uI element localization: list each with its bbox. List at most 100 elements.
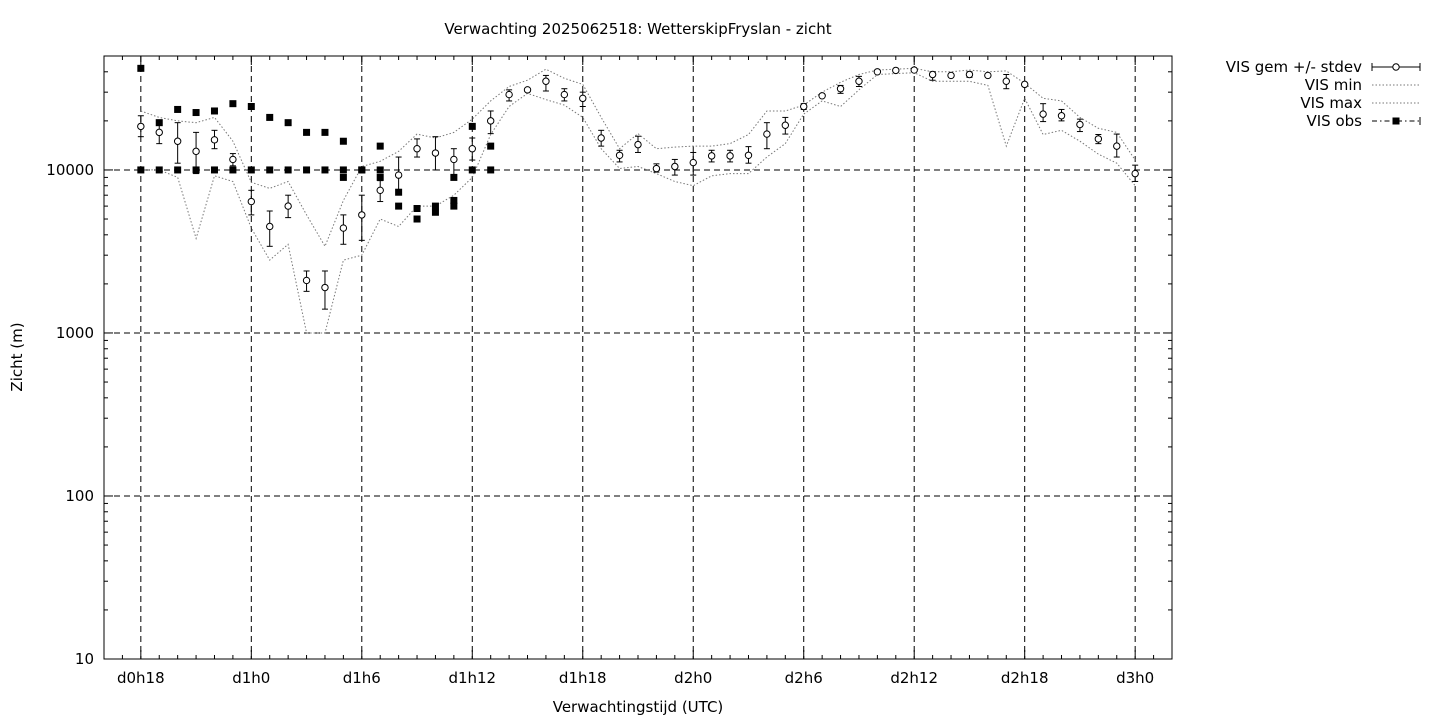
mean-error-bar: [615, 149, 624, 163]
mean-error-bar: [1057, 108, 1066, 122]
mean-error-bar: [965, 70, 974, 79]
axis-ticks: [103, 55, 1173, 660]
mean-point: [229, 155, 237, 164]
mean-error-bar: [818, 92, 826, 100]
mean-error-bar: [855, 75, 863, 87]
obs-point: [339, 137, 347, 145]
mean-error-bar: [266, 210, 274, 247]
y-tick-label: 10: [75, 650, 94, 668]
mean-error-bar: [431, 136, 440, 171]
mean-point: [560, 90, 569, 99]
mean-point: [818, 92, 826, 100]
obs-point: [303, 166, 311, 174]
mean-point: [781, 121, 790, 129]
mean-error-bar: [671, 158, 679, 176]
mean-error-bar: [486, 110, 495, 135]
obs-point: [450, 196, 458, 204]
mean-error-bar: [302, 270, 311, 292]
obs-point: [339, 173, 347, 181]
mean-point: [431, 149, 440, 157]
obs-point: [229, 100, 237, 108]
obs-point: [137, 166, 145, 174]
obs-point: [376, 142, 384, 150]
mean-point: [873, 68, 882, 76]
mean-point: [928, 70, 937, 79]
obs-point: [487, 166, 495, 174]
mean-point: [744, 151, 753, 159]
vis-max-line: [140, 67, 1136, 248]
obs-point: [376, 173, 384, 181]
mean-point: [707, 152, 716, 160]
y-tick-label: 100: [65, 487, 94, 505]
mean-error-bar: [910, 66, 918, 74]
legend-label: VIS gem +/- stdev: [1226, 58, 1362, 76]
mean-point: [689, 158, 697, 167]
mean-point: [542, 77, 550, 85]
obs-point: [174, 105, 182, 113]
mean-point: [413, 144, 421, 153]
x-tick-label: d1h12: [448, 669, 496, 687]
obs-point: [303, 128, 311, 136]
mean-error-bar: [339, 214, 348, 245]
mean-point: [505, 90, 513, 99]
mean-error-bar: [321, 270, 329, 310]
mean-error-bar: [873, 68, 882, 76]
obs-point: [137, 64, 145, 72]
obs-point: [247, 103, 255, 111]
obs-point: [358, 166, 366, 174]
mean-point: [984, 71, 992, 80]
obs-point: [210, 166, 218, 174]
x-tick-label: d1h18: [559, 669, 607, 687]
mean-error-bar: [634, 135, 642, 153]
obs-point: [413, 215, 421, 223]
obs-point: [450, 202, 458, 210]
mean-error-bar: [247, 189, 256, 216]
mean-point: [173, 137, 182, 145]
mean-error-bar: [358, 194, 366, 241]
mean-error-bar: [1039, 103, 1047, 123]
obs-point: [339, 166, 347, 174]
mean-point: [1057, 112, 1066, 120]
obs-point: [468, 122, 476, 130]
mean-error-bar: [229, 153, 237, 167]
obs-point: [468, 166, 476, 174]
mean-point: [855, 77, 863, 85]
mean-error-bar: [505, 89, 513, 102]
mean-point: [321, 283, 329, 292]
mean-error-bar: [597, 129, 605, 147]
tick-labels: d0h18 d1h0 d1h6 d1h12 d1h18 d2h0 d2h6 d2h12 d2h1…: [46, 161, 1154, 687]
mean-error-bar: [137, 115, 145, 138]
mean-point: [1131, 169, 1139, 178]
mean-error-bar: [560, 88, 569, 102]
mean-error-bar: [800, 102, 808, 111]
mean-point: [910, 66, 918, 74]
mean-error-bar: [376, 180, 384, 203]
y-axis-label: Zicht (m): [8, 322, 26, 391]
obs-point: [431, 208, 439, 216]
mean-error-bar: [984, 71, 992, 80]
obs-point: [155, 166, 163, 174]
x-axis-label: Verwachtingstijd (UTC): [553, 698, 724, 716]
mean-point: [450, 155, 458, 164]
mean-error-bar: [210, 129, 219, 150]
obs-point: [413, 205, 421, 213]
mean-error-bar: [744, 146, 753, 164]
mean-point: [155, 128, 163, 137]
legend-symbol-square: [1392, 117, 1400, 125]
mean-point: [210, 136, 219, 144]
observation-markers: [137, 64, 495, 223]
obs-point: [487, 142, 495, 150]
mean-point: [376, 186, 384, 195]
legend-label: VIS obs: [1307, 112, 1363, 130]
mean-point: [1020, 80, 1029, 89]
mean-error-bar: [892, 66, 900, 75]
x-tick-label: d1h6: [343, 669, 381, 687]
mean-point: [1039, 110, 1047, 118]
mean-error-bar: [394, 156, 403, 192]
mean-error-bars: [137, 66, 1139, 310]
mean-point: [266, 222, 274, 231]
obs-point: [174, 166, 182, 174]
mean-error-bar: [763, 122, 771, 150]
mean-point: [1094, 135, 1103, 143]
